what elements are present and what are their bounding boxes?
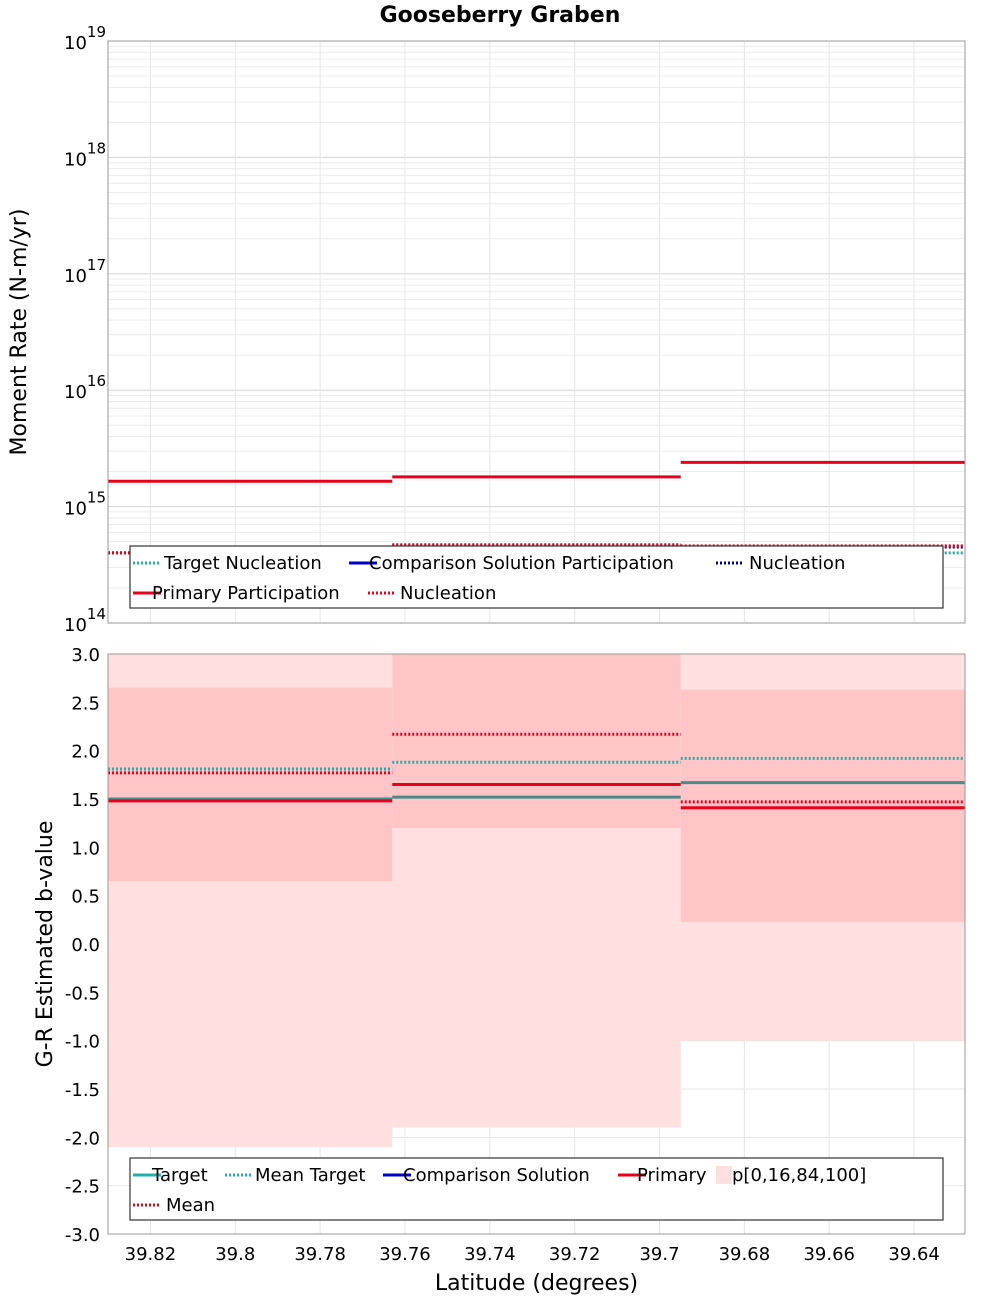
y-tick-label: 3.0 <box>71 645 100 666</box>
x-tick-label: 39.78 <box>294 1244 346 1265</box>
y-tick-label: 1018 <box>64 139 106 170</box>
legend-label: Target Nucleation <box>163 553 322 574</box>
y-tick-label: 0.5 <box>71 887 100 908</box>
x-tick-label: 39.68 <box>719 1244 771 1265</box>
y-tick-label: 1015 <box>64 489 106 520</box>
band-inner-2 <box>680 689 965 922</box>
y-tick-label: -2.0 <box>65 1128 100 1149</box>
x-tick-label: 39.7 <box>639 1244 679 1265</box>
y-tick-label: -1.5 <box>65 1080 100 1101</box>
y-tick-label: 1017 <box>64 256 106 287</box>
b-value-series <box>108 732 965 810</box>
legend-label: Mean <box>166 1195 215 1216</box>
b-value-panel: -3.0 -2.5 -2.0 -1.5 -1.0 -0.5 0.0 0.5 1.0 1.5 2.0 2… <box>33 645 966 1296</box>
y-tick-label: -0.5 <box>65 983 100 1004</box>
y-tick-label: -3.0 <box>65 1225 100 1246</box>
moment-rate-panel: 1014 1015 1016 1017 1018 1019 Moment Rate (N-… <box>7 23 966 636</box>
y-tick-label: 1014 <box>64 605 106 636</box>
y-tick-label: 1019 <box>64 23 106 54</box>
latitude-x-ticks: 39.82 39.8 39.78 39.76 39.74 39.72 39.7 39.68 39… <box>125 1244 940 1265</box>
x-tick-label: 39.82 <box>125 1244 177 1265</box>
legend-label: Nucleation <box>400 583 496 604</box>
legend-label: Primary Participation <box>152 583 340 604</box>
y-tick-label: 1.5 <box>71 790 100 811</box>
y-tick-label: 2.0 <box>71 742 100 763</box>
legend-label: Mean Target <box>255 1165 365 1186</box>
y-tick-label: 2.5 <box>71 693 100 714</box>
y-tick-label: -1.0 <box>65 1032 100 1053</box>
moment-rate-frame <box>107 40 966 624</box>
y-tick-label: -2.5 <box>65 1177 100 1198</box>
b-value-percentile-bands <box>108 654 965 1147</box>
legend-label: Primary <box>637 1165 707 1186</box>
x-tick-label: 39.72 <box>549 1244 601 1265</box>
moment-rate-legend: Target Nucleation Comparison Solution Par… <box>129 545 944 609</box>
b-value-y-label: G-R Estimated b-value <box>33 821 58 1068</box>
x-tick-label: 39.8 <box>215 1244 255 1265</box>
x-tick-label: 39.64 <box>888 1244 940 1265</box>
legend-label: Comparison Solution <box>403 1165 590 1186</box>
x-tick-label: 39.76 <box>379 1244 431 1265</box>
moment-rate-y-label: Moment Rate (N-m/yr) <box>7 209 32 456</box>
legend-swatch <box>716 1166 732 1184</box>
legend-label: p[0,16,84,100] <box>732 1165 866 1186</box>
b-value-legend: Target Mean Target Comparison Solution Prim… <box>129 1157 944 1221</box>
band-inner-1 <box>392 654 681 828</box>
legend-box <box>129 545 944 609</box>
moment-rate-grid <box>108 41 965 624</box>
legend-label: Nucleation <box>749 553 845 574</box>
x-tick-label: 39.74 <box>464 1244 516 1265</box>
moment-rate-y-ticks: 1014 1015 1016 1017 1018 1019 <box>64 23 106 636</box>
y-tick-label: 1.0 <box>71 838 100 859</box>
moment-rate-plot-area <box>108 41 965 623</box>
y-tick-label: 0.0 <box>71 935 100 956</box>
legend-label: Comparison Solution Participation <box>369 553 674 574</box>
y-tick-label: 1016 <box>64 372 106 403</box>
b-value-y-ticks: -3.0 -2.5 -2.0 -1.5 -1.0 -0.5 0.0 0.5 1.0 1.5 2.0 2… <box>65 645 100 1246</box>
band-inner-0 <box>108 687 393 882</box>
legend-box <box>129 1157 944 1221</box>
latitude-x-label: Latitude (degrees) <box>435 1271 638 1296</box>
chart-title: Gooseberry Graben <box>380 3 621 28</box>
b-value-frame <box>107 653 966 1235</box>
x-tick-label: 39.66 <box>803 1244 855 1265</box>
legend-label: Target <box>151 1165 208 1186</box>
